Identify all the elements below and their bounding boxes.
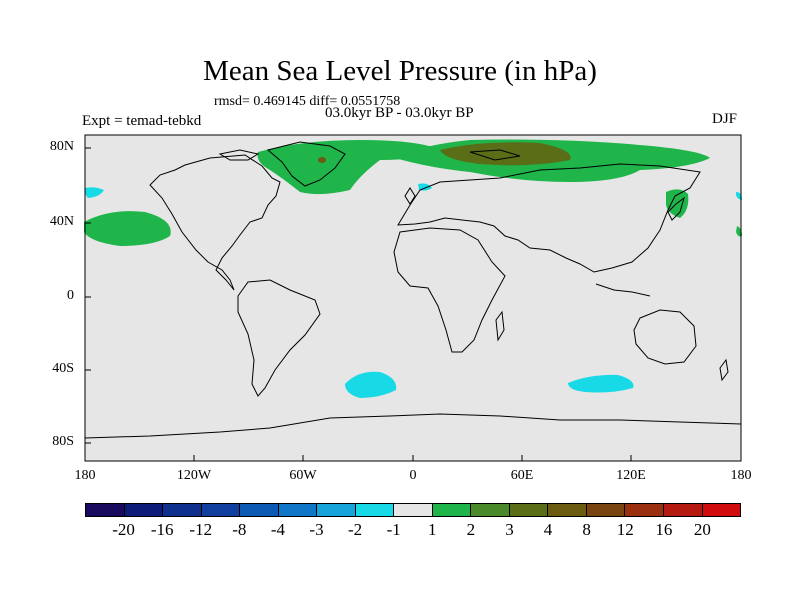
colorbar-label: -8 [232, 520, 247, 539]
coastline-africa [393, 227, 506, 353]
anomaly-region [257, 140, 440, 195]
coastline-eurasia [397, 163, 701, 273]
lat-label: 80S [52, 434, 74, 449]
colorbar-label: -3 [309, 520, 324, 539]
colorbar-label: -1 [386, 520, 401, 539]
colorbar-swatch [548, 504, 587, 516]
colorbar-swatch [317, 504, 356, 516]
colorbar-swatch [586, 504, 626, 516]
colorbar-swatch [86, 504, 125, 516]
colorbar-label: -12 [189, 520, 213, 539]
colorbar-label: -2 [348, 520, 363, 539]
colorbar-swatch [201, 504, 241, 516]
coastline-japan [667, 196, 685, 221]
colorbar [85, 503, 741, 517]
lat-label: 40N [49, 214, 74, 229]
colorbar-swatch [471, 504, 510, 516]
anomaly-shading [84, 139, 742, 398]
colorbar-swatch [509, 504, 549, 516]
colorbar-swatch [163, 504, 202, 516]
lon-label: 0 [409, 468, 417, 483]
anomaly-region [84, 211, 171, 246]
colorbar-label: 4 [543, 520, 553, 539]
colorbar-label: 12 [616, 520, 634, 539]
lon-label: 120W [176, 468, 212, 483]
colorbar-swatch [124, 504, 164, 516]
experiment-label: Expt = temad-tebkd [82, 113, 202, 129]
anomaly-region [84, 187, 104, 198]
colorbar-label: 3 [505, 520, 514, 539]
coastline-south-america [237, 279, 321, 397]
anomaly-region [568, 374, 634, 393]
colorbar-swatch [278, 504, 318, 516]
coastline-british-isles [404, 187, 416, 205]
axis-ticks [84, 147, 742, 461]
anomaly-region [345, 371, 397, 398]
period-text: 03.0kyr BP - 03.0kyr BP [325, 105, 474, 121]
map-background [85, 135, 741, 461]
season-label: DJF [712, 111, 738, 127]
coastline-greenland [266, 141, 346, 187]
colorbar-swatch [240, 504, 279, 516]
coastline-new-zealand [719, 358, 729, 382]
lat-label: 0 [67, 288, 74, 303]
lon-label: 60E [510, 468, 534, 483]
colorbar-swatch [432, 504, 472, 516]
colorbar-swatch [355, 504, 395, 516]
anomaly-region [318, 157, 326, 163]
lon-label: 180 [730, 468, 752, 483]
coastline-antarctica [84, 413, 742, 439]
coastline-madagascar [495, 310, 505, 342]
anomaly-region [440, 142, 571, 166]
colorbar-swatch [625, 504, 664, 516]
map-title: Mean Sea Level Pressure (in hPa) [203, 55, 597, 87]
colorbar-label: 8 [582, 520, 591, 539]
colorbar-swatch [394, 504, 433, 516]
coastline-arctic-islands [218, 149, 260, 161]
lon-label: 120E [616, 468, 646, 483]
coastlines [84, 141, 742, 439]
colorbar-label: 16 [655, 520, 673, 539]
coastline-australia [633, 309, 697, 365]
coastline-arctic-islands [469, 149, 521, 161]
colorbar-swatch [702, 504, 741, 516]
lat-label: 40S [52, 361, 74, 376]
stats-text: rmsd= 0.469145 diff= 0.0551758 [214, 94, 401, 109]
colorbar-label: -16 [150, 520, 174, 539]
colorbar-label: 20 [693, 520, 711, 539]
colorbar-label: 1 [428, 520, 437, 539]
lon-label: 60W [289, 468, 317, 483]
colorbar-label: -20 [112, 520, 135, 539]
lon-label: 180 [74, 468, 96, 483]
coastline-north-america [149, 154, 281, 291]
colorbar-label: 2 [466, 520, 476, 539]
colorbar-swatch [663, 504, 703, 516]
coastline-indonesia [595, 283, 651, 297]
lat-label: 80N [49, 139, 74, 154]
colorbar-label: -4 [270, 520, 286, 539]
